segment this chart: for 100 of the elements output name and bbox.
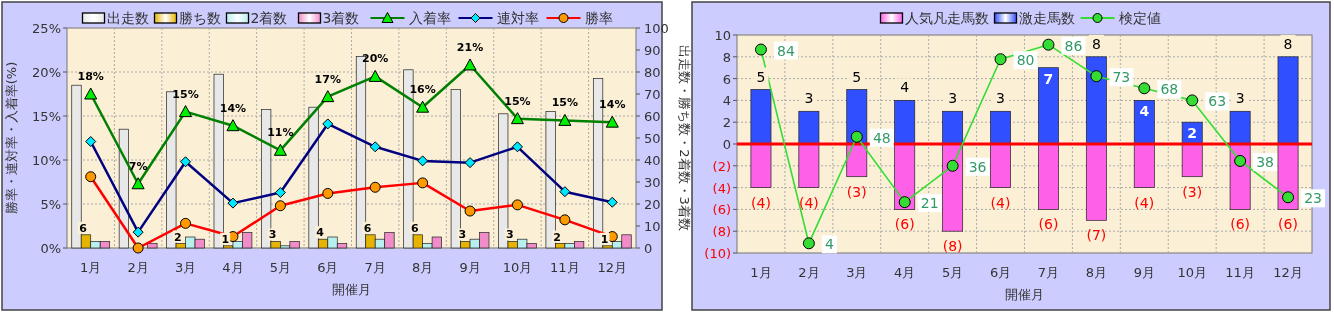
bar	[942, 110, 964, 145]
data-label: (6)	[1278, 216, 1298, 233]
data-label: 3	[996, 90, 1005, 107]
bar	[1085, 56, 1107, 145]
data-label: 6	[363, 221, 372, 235]
legend-label: 検定値	[1118, 10, 1161, 26]
data-label: 16%	[409, 83, 436, 97]
y2-tick-label: 90	[644, 43, 661, 58]
y-tick-label: (8)	[712, 224, 731, 240]
legend-label: 激走馬数	[1018, 10, 1075, 26]
data-label: (6)	[894, 216, 915, 233]
legend-label: 連対率	[496, 10, 539, 26]
legend-label: 2着数	[250, 10, 288, 26]
point	[850, 130, 863, 143]
data-label: (6)	[1038, 216, 1059, 233]
data-label: 84	[777, 42, 795, 59]
data-label: 2	[1187, 125, 1198, 142]
legend-label: 入着率	[408, 10, 451, 26]
data-label: 4	[1139, 103, 1150, 120]
data-label: (7)	[1086, 227, 1107, 244]
data-label: 2	[173, 230, 182, 244]
data-label: 1	[221, 232, 230, 246]
point	[1282, 191, 1295, 204]
bar	[894, 100, 916, 145]
legend-label: 出走数	[106, 10, 149, 26]
bar	[1181, 143, 1203, 178]
data-label: 63	[1208, 93, 1227, 110]
x-tick-label: 7月	[364, 260, 386, 275]
x-tick-label: 1月	[80, 260, 102, 275]
y-tick-label: (6)	[712, 202, 731, 218]
y-tick-label: 10	[714, 28, 731, 43]
point	[946, 159, 959, 172]
bar	[1085, 143, 1107, 221]
y-tick-label: 6	[722, 71, 731, 87]
point	[898, 196, 911, 209]
bar	[798, 143, 820, 188]
data-label: 21%	[456, 40, 484, 54]
x-tick-label: 7月	[1037, 265, 1060, 280]
data-label: 21	[920, 195, 939, 212]
bar	[1133, 143, 1155, 188]
point	[1234, 154, 1247, 167]
data-label: 3	[804, 90, 814, 107]
data-label: 15%	[172, 87, 199, 101]
legend-label: 勝ち数	[178, 10, 221, 26]
x-tick-label: 2月	[127, 260, 149, 275]
y-tick-label: 20%	[32, 65, 61, 80]
x-tick-label: 9月	[1133, 265, 1155, 280]
x-tick-label: 3月	[846, 265, 868, 280]
point	[1186, 94, 1199, 107]
point	[1042, 38, 1055, 51]
y2-tick-label: 40	[644, 153, 661, 168]
y2-tick-label: 20	[644, 197, 661, 212]
y2-tick-label: 50	[644, 131, 661, 146]
data-label: 23	[1304, 190, 1322, 207]
data-label: (4)	[1134, 194, 1155, 211]
data-label: (3)	[846, 183, 867, 200]
data-label: 80	[1016, 52, 1035, 69]
data-label: (4)	[751, 194, 771, 211]
data-label: 15%	[504, 94, 531, 108]
data-label: 8	[1283, 35, 1293, 52]
data-label: (4)	[798, 194, 819, 211]
point	[994, 53, 1007, 66]
bar	[990, 143, 1011, 188]
x-axis-title: 開催月	[1005, 287, 1044, 302]
y-tick-label: 25%	[32, 21, 61, 36]
data-label: 7%	[128, 159, 148, 173]
data-label: 2	[553, 230, 561, 244]
data-label: 3	[1235, 90, 1245, 107]
y-tick-label: 2	[722, 115, 731, 131]
data-label: 73	[1112, 69, 1131, 86]
y-tick-label: 5%	[40, 197, 61, 212]
x-tick-label: 11月	[550, 260, 580, 275]
x-tick-label: 11月	[1225, 265, 1255, 280]
x-tick-label: 10月	[502, 260, 533, 275]
x-tick-label: 6月	[317, 260, 339, 275]
x-tick-label: 4月	[222, 260, 244, 275]
y2-tick-label: 80	[644, 65, 661, 80]
y2-tick-label: 60	[644, 109, 661, 124]
y-tick-label: (10)	[704, 246, 731, 261]
bar	[147, 243, 158, 249]
x-tick-label: 5月	[941, 265, 964, 280]
x-tick-label: 6月	[989, 265, 1012, 280]
y2-tick-label: 70	[644, 87, 661, 102]
data-label: 4	[900, 79, 910, 96]
data-label: 48	[872, 129, 891, 146]
legend-label: 勝率	[584, 10, 613, 26]
data-label: 6	[411, 221, 420, 235]
data-label: (4)	[990, 194, 1011, 211]
x-tick-label: 3月	[174, 260, 197, 275]
x-tick-label: 1月	[750, 265, 772, 280]
data-label: 5	[852, 68, 862, 85]
y-tick-label: 15%	[32, 109, 61, 124]
bar	[750, 89, 772, 145]
data-label: 1	[600, 232, 609, 246]
bar	[1038, 143, 1059, 210]
y-axis-title: 勝率・連対率・入着率(%)	[4, 61, 19, 215]
bar	[1229, 110, 1251, 145]
point	[802, 237, 815, 250]
data-label: 11%	[267, 126, 294, 140]
data-label: 38	[1256, 153, 1275, 170]
